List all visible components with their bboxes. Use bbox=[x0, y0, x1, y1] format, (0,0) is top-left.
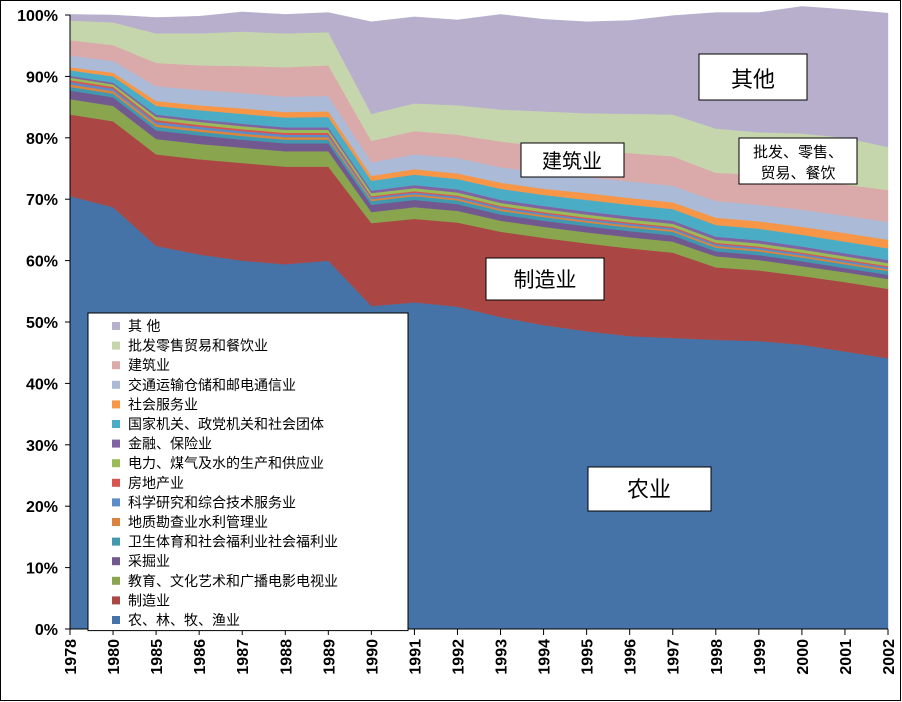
x-tick-label: 2002 bbox=[881, 639, 898, 675]
y-tick-label: 60% bbox=[26, 254, 58, 271]
legend-swatch bbox=[112, 361, 120, 370]
legend-swatch bbox=[112, 400, 120, 409]
legend-swatch bbox=[112, 576, 120, 585]
x-tick-label: 2001 bbox=[838, 639, 855, 675]
annotation-other-box bbox=[698, 53, 808, 101]
legend-item-卫生体育和社会福利业社会福利业: 卫生体育和社会福利业社会福利业 bbox=[128, 535, 338, 551]
annotation-manufacturing-box bbox=[485, 257, 605, 301]
x-tick-label: 1988 bbox=[278, 639, 295, 675]
legend: 其 他批发零售贸易和餐饮业建筑业交通运输仓储和邮电通信业社会服务业国家机关、政党… bbox=[87, 312, 409, 632]
x-tick-label: 1996 bbox=[623, 639, 640, 675]
legend-swatch bbox=[112, 322, 120, 330]
annotation-wholesale-line1: 批发、零售、 bbox=[753, 143, 843, 161]
legend-swatch bbox=[112, 596, 120, 605]
x-tick-label: 1991 bbox=[407, 639, 424, 675]
y-tick-label: 10% bbox=[26, 561, 58, 578]
x-tick-label: 2000 bbox=[795, 639, 812, 675]
legend-swatch bbox=[112, 420, 120, 428]
x-tick-label: 1997 bbox=[666, 639, 683, 675]
annotation-wholesale-line2: 贸易、餐饮 bbox=[760, 164, 835, 182]
annotation-construction: 建筑业 bbox=[542, 149, 602, 173]
legend-item-金融、保险业: 金融、保险业 bbox=[128, 437, 212, 453]
legend-swatch bbox=[112, 557, 120, 566]
x-tick-label: 1998 bbox=[709, 639, 726, 675]
x-tick-label: 1985 bbox=[149, 639, 166, 675]
x-tick-label: 1986 bbox=[192, 639, 209, 675]
legend-swatch bbox=[112, 459, 120, 468]
x-tick-label: 1993 bbox=[494, 639, 511, 675]
legend-swatch bbox=[112, 498, 120, 507]
x-tick-label: 1989 bbox=[321, 639, 338, 675]
y-tick-label: 80% bbox=[26, 131, 58, 148]
y-tick-label: 50% bbox=[26, 315, 58, 332]
legend-item-其他: 其 他 bbox=[128, 319, 160, 335]
y-tick-label: 20% bbox=[26, 499, 58, 516]
legend-swatch bbox=[112, 537, 120, 546]
y-tick-label: 0% bbox=[35, 622, 58, 639]
x-tick-label: 1992 bbox=[450, 639, 467, 675]
y-tick-label: 40% bbox=[26, 376, 58, 393]
y-tick-label: 70% bbox=[26, 192, 58, 209]
legend-item-批发零售贸易和餐饮业: 批发零售贸易和餐饮业 bbox=[128, 339, 268, 355]
y-tick-label: 30% bbox=[26, 438, 58, 455]
y-tick-label: 90% bbox=[26, 69, 58, 86]
axes-group: 0% 10% 20% 30% 40% 50% 60% 70% 80% 90% 100% 1978 198… bbox=[17, 8, 898, 675]
legend-swatch bbox=[112, 380, 120, 389]
legend-item-农、林、牧、渔业: 农、林、牧、渔业 bbox=[128, 613, 240, 629]
legend-item-教育、文化艺术和广播电影电视业: 教育、文化艺术和广播电影电视业 bbox=[128, 574, 338, 590]
annotation-other: 其他 bbox=[731, 68, 775, 93]
annotation-agriculture-box bbox=[587, 466, 712, 512]
x-tick-label: 1987 bbox=[235, 639, 252, 675]
annotation-wholesale-box bbox=[738, 137, 858, 185]
annotation-agriculture: 农业 bbox=[627, 478, 671, 503]
legend-item-电力、煤气及水的生产和供应业: 电力、煤气及水的生产和供应业 bbox=[128, 455, 324, 472]
legend-item-制造业: 制造业 bbox=[128, 593, 170, 609]
x-tick-label: 1990 bbox=[364, 639, 381, 675]
annotation-construction-box bbox=[520, 142, 625, 178]
x-tick-label: 1994 bbox=[537, 639, 554, 675]
x-tick-label: 1995 bbox=[580, 639, 597, 675]
legend-item-科学研究和综合技术服务业: 科学研究和综合技术服务业 bbox=[128, 495, 296, 511]
area-series-15 bbox=[69, 6, 889, 148]
legend-item-社会服务业: 社会服务业 bbox=[128, 397, 198, 413]
legend-swatch bbox=[112, 518, 120, 526]
legend-swatch bbox=[112, 439, 120, 448]
x-tick-label: 1999 bbox=[752, 639, 769, 675]
annotation-manufacturing: 制造业 bbox=[514, 268, 577, 292]
legend-item-建筑业: 建筑业 bbox=[128, 358, 170, 374]
legend-item-采掘业: 采掘业 bbox=[128, 554, 170, 570]
legend-item-房地产业: 房地产业 bbox=[128, 476, 184, 492]
legend-item-国家机关、政党机关和社会团体: 国家机关、政党机关和社会团体 bbox=[128, 416, 324, 433]
legend-swatch bbox=[112, 616, 120, 624]
y-tick-label: 100% bbox=[17, 8, 58, 25]
x-tick-label: 1978 bbox=[63, 639, 80, 675]
legend-item-交通运输仓储和邮电通信业: 交通运输仓储和邮电通信业 bbox=[128, 377, 296, 394]
legend-swatch bbox=[112, 341, 120, 350]
legend-swatch bbox=[112, 478, 120, 487]
legend-item-地质勘查业水利管理业: 地质勘查业水利管理业 bbox=[128, 515, 268, 531]
x-tick-label: 1980 bbox=[106, 639, 123, 675]
legend-box bbox=[87, 312, 409, 632]
